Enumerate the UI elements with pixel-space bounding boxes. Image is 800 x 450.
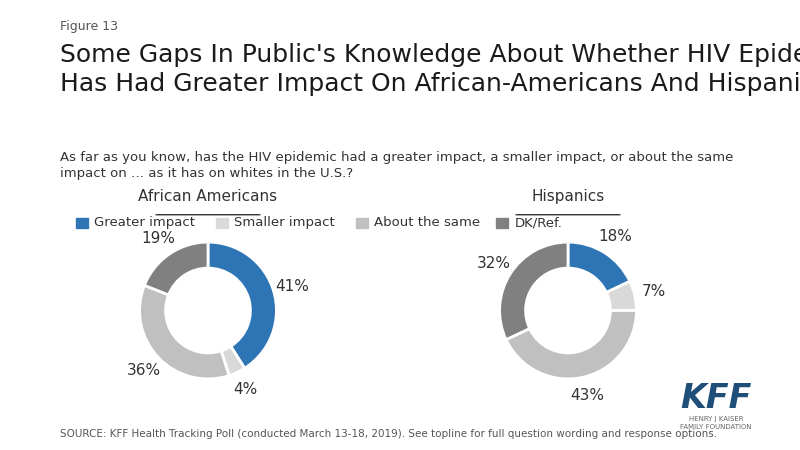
Text: DK/Ref.: DK/Ref. [514,216,562,229]
Text: 32%: 32% [477,256,511,271]
Text: Hispanics: Hispanics [531,189,605,204]
Text: About the same: About the same [374,216,481,229]
Wedge shape [221,346,245,376]
Wedge shape [506,310,636,379]
Text: 36%: 36% [127,363,162,378]
Text: Greater impact: Greater impact [94,216,195,229]
Text: 7%: 7% [642,284,666,299]
Wedge shape [140,285,229,379]
Text: Smaller impact: Smaller impact [234,216,335,229]
Text: 19%: 19% [142,230,176,246]
Text: 4%: 4% [233,382,258,397]
Wedge shape [145,242,208,295]
Text: 41%: 41% [275,279,309,293]
Text: SOURCE: KFF Health Tracking Poll (conducted March 13-18, 2019). See topline for : SOURCE: KFF Health Tracking Poll (conduc… [60,429,717,439]
Wedge shape [568,242,630,292]
Text: Some Gaps In Public's Knowledge About Whether HIV Epidemic
Has Had Greater Impac: Some Gaps In Public's Knowledge About Wh… [60,43,800,95]
Text: 18%: 18% [598,229,632,244]
Text: HENRY J KAISER
FAMILY FOUNDATION: HENRY J KAISER FAMILY FOUNDATION [680,416,752,430]
Text: Figure 13: Figure 13 [60,20,118,33]
Wedge shape [208,242,276,368]
Text: As far as you know, has the HIV epidemic had a greater impact, a smaller impact,: As far as you know, has the HIV epidemic… [60,151,734,180]
Wedge shape [606,281,636,310]
Text: KFF: KFF [680,382,752,415]
Text: African Americans: African Americans [138,189,278,204]
Text: 43%: 43% [570,388,604,404]
Wedge shape [500,242,568,340]
